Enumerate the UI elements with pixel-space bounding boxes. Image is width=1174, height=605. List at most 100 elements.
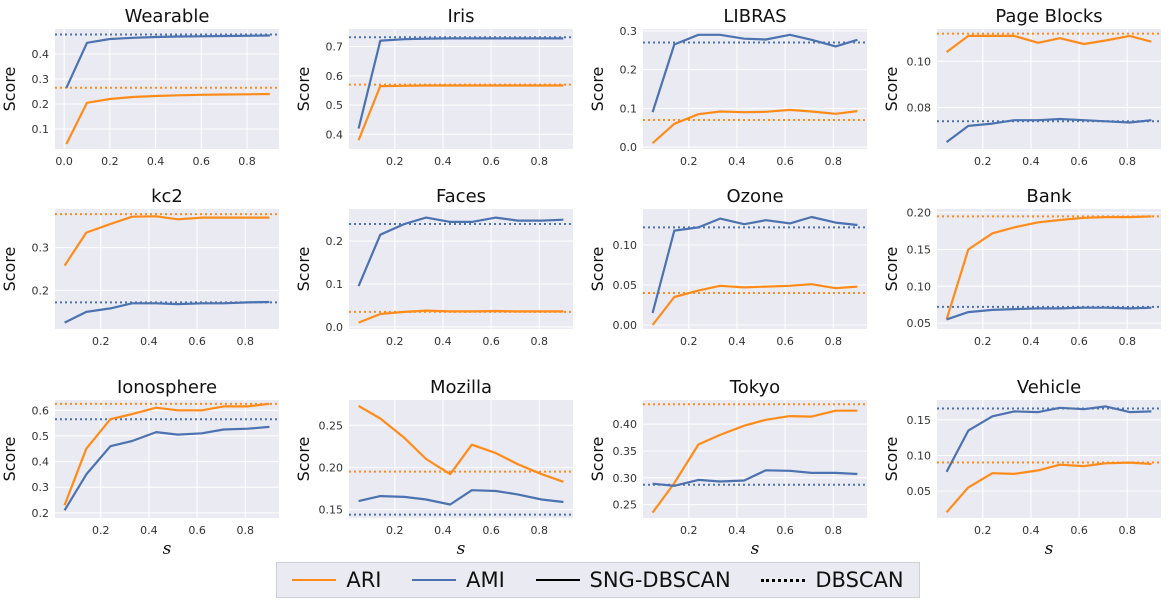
- legend-label-sng-dbscan: SNG-DBSCAN: [589, 568, 731, 592]
- ytick-label: 0.5: [32, 430, 50, 443]
- ytick-label: 0.20: [907, 207, 932, 220]
- ytick-label: 0.25: [613, 499, 638, 512]
- ytick-label: 0.05: [613, 279, 638, 292]
- ytick-label: 0.10: [907, 280, 932, 293]
- xtick-label: 0.8: [825, 155, 843, 168]
- x-axis-label: s: [751, 539, 760, 559]
- panel-kc2: 0.2 0.3 0.2 0.4 0.6 0.8 kc2 Score: [0, 186, 279, 348]
- plot-area: [643, 29, 867, 149]
- xtick-label: 0.2: [974, 155, 992, 168]
- legend-label-ami: AMI: [466, 568, 505, 592]
- legend-item-dbscan: DBSCAN: [761, 568, 904, 592]
- series-ari-line: [945, 215, 1152, 320]
- y-axis-label: Score: [294, 247, 313, 292]
- xtick-label: 0.6: [776, 155, 794, 168]
- ytick-label: 0.0: [326, 321, 344, 334]
- ytick-label: 0.2: [32, 507, 50, 520]
- xtick-label: 0.8: [825, 335, 843, 348]
- x-axis-label: s: [457, 539, 466, 559]
- panel-title: Tokyo: [729, 377, 780, 398]
- ytick-label: 0.1: [620, 102, 638, 115]
- xtick-label: 0.2: [974, 335, 992, 348]
- xtick-label: 0.2: [386, 155, 404, 168]
- xtick-label: 0.6: [776, 524, 794, 537]
- series-ami-line: [63, 425, 270, 511]
- series-ami-line: [945, 117, 1152, 143]
- y-axis-label: Score: [294, 437, 313, 482]
- panel-title: Wearable: [125, 6, 210, 27]
- xtick-label: 0.4: [728, 335, 746, 348]
- xtick-label: 0.6: [482, 524, 500, 537]
- xtick-label: 0.2: [386, 335, 404, 348]
- x-axis-label: s: [163, 539, 172, 559]
- ytick-label: 0.2: [326, 235, 344, 248]
- series-ari-line: [651, 108, 858, 145]
- xtick-label: 0.8: [238, 155, 256, 168]
- ytick-label: 0.4: [326, 128, 344, 141]
- ytick-label: 0.6: [326, 70, 344, 83]
- ytick-label: 0.2: [32, 284, 50, 297]
- x-axis-label: s: [1045, 539, 1054, 559]
- ytick-label: 0.3: [32, 73, 50, 86]
- xtick-label: 0.8: [1119, 155, 1137, 168]
- ytick-label: 0.10: [613, 239, 638, 252]
- ytick-label: 0.0: [620, 141, 638, 154]
- panel-title: Bank: [1026, 186, 1072, 207]
- ytick-label: 0.3: [620, 25, 638, 38]
- xtick-label: 0.8: [1119, 335, 1137, 348]
- xtick-label: 0.0: [55, 155, 73, 168]
- series-ari-line: [651, 283, 858, 326]
- ytick-label: 0.30: [613, 472, 638, 485]
- ytick-label: 0.10: [907, 449, 932, 462]
- xtick-label: 0.6: [482, 335, 500, 348]
- y-axis-label: Score: [588, 247, 607, 292]
- xtick-label: 0.4: [140, 524, 158, 537]
- panel-ozone: 0.00 0.05 0.10 0.2 0.4 0.6 0.8 Ozone Score: [588, 186, 867, 348]
- ytick-label: 0.25: [319, 419, 344, 432]
- panel-title: Iris: [447, 6, 474, 27]
- series-ari-line: [357, 84, 564, 141]
- series-ari-line: [358, 309, 564, 324]
- series-ami-line: [652, 469, 858, 487]
- series-ami-line: [946, 306, 1152, 321]
- xtick-label: 0.4: [434, 524, 452, 537]
- xtick-label: 0.2: [92, 335, 110, 348]
- ytick-label: 0.35: [613, 445, 638, 458]
- xtick-label: 0.4: [1022, 524, 1040, 537]
- xtick-label: 0.2: [101, 155, 119, 168]
- legend-swatch-ari: [292, 579, 337, 581]
- xtick-label: 0.8: [825, 524, 843, 537]
- ytick-label: 0.2: [620, 64, 638, 77]
- ytick-label: 0.05: [907, 317, 932, 330]
- series-ari-line: [63, 215, 270, 267]
- panel-title: Ionosphere: [117, 377, 217, 398]
- ytick-label: 0.3: [32, 242, 50, 255]
- ytick-label: 0.20: [319, 461, 344, 474]
- xtick-label: 0.6: [482, 155, 500, 168]
- ytick-label: 0.15: [907, 243, 932, 256]
- panel-faces: 0.0 0.1 0.2 0.2 0.4 0.6 0.8 Faces Score: [294, 186, 573, 348]
- y-axis-label: Score: [0, 437, 19, 482]
- xtick-label: 0.6: [1070, 155, 1088, 168]
- ytick-label: 0.1: [32, 123, 50, 136]
- ytick-label: 0.05: [907, 485, 932, 498]
- xtick-label: 0.6: [193, 155, 211, 168]
- ytick-label: 0.15: [907, 414, 932, 427]
- series-ari-line: [945, 461, 1152, 514]
- series-ami-line: [945, 405, 1152, 473]
- xtick-label: 0.8: [1119, 524, 1137, 537]
- y-axis-label: Score: [882, 67, 901, 112]
- xtick-label: 0.6: [188, 524, 206, 537]
- plot-area: [55, 29, 279, 149]
- xtick-label: 0.4: [140, 335, 158, 348]
- xtick-label: 0.6: [776, 335, 794, 348]
- panel-title: Vehicle: [1017, 377, 1081, 398]
- ytick-label: 0.08: [907, 101, 932, 114]
- ytick-label: 0.5: [326, 99, 344, 112]
- y-axis-label: Score: [0, 247, 19, 292]
- panel-bank: 0.05 0.10 0.15 0.20 0.2 0.4 0.6 0.8 Bank Score: [882, 186, 1161, 348]
- plot-area: [349, 29, 573, 149]
- y-axis-label: Score: [588, 437, 607, 482]
- panel-libras: 0.0 0.1 0.2 0.3 0.2 0.4 0.6 0.8 LIBRAS Score: [588, 6, 867, 168]
- plot-area: [643, 400, 867, 518]
